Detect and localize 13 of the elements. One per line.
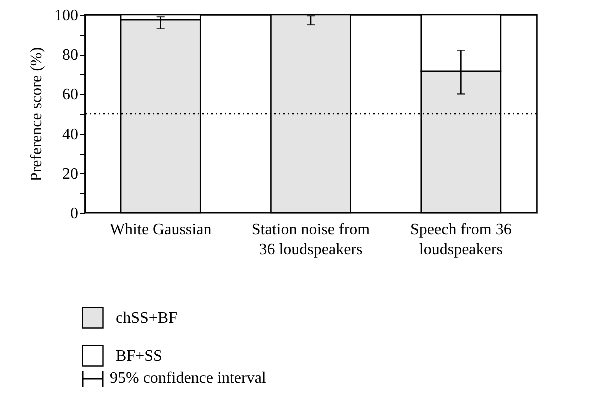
legend-label: chSS+BF xyxy=(116,310,178,327)
y-tick-label: 80 xyxy=(62,47,78,64)
y-tick-label: 40 xyxy=(62,126,78,144)
text: 95% confidence interval xyxy=(110,370,266,388)
legend-label: BF+SS xyxy=(116,348,162,365)
x-tick-label: Speech from 36 loudspeakers xyxy=(410,222,512,258)
y-tick-label: 0 xyxy=(70,206,78,222)
y-tick-label: 100 xyxy=(54,8,78,24)
y-axis-title: Preference score (%) xyxy=(28,47,46,182)
y-tick-label: 60 xyxy=(62,86,78,104)
x-tick-label: White Gaussian xyxy=(110,222,212,238)
x-tick-label: Station noise from 36 loudspeakers xyxy=(252,222,371,258)
y-tick-label: 20 xyxy=(62,166,78,183)
